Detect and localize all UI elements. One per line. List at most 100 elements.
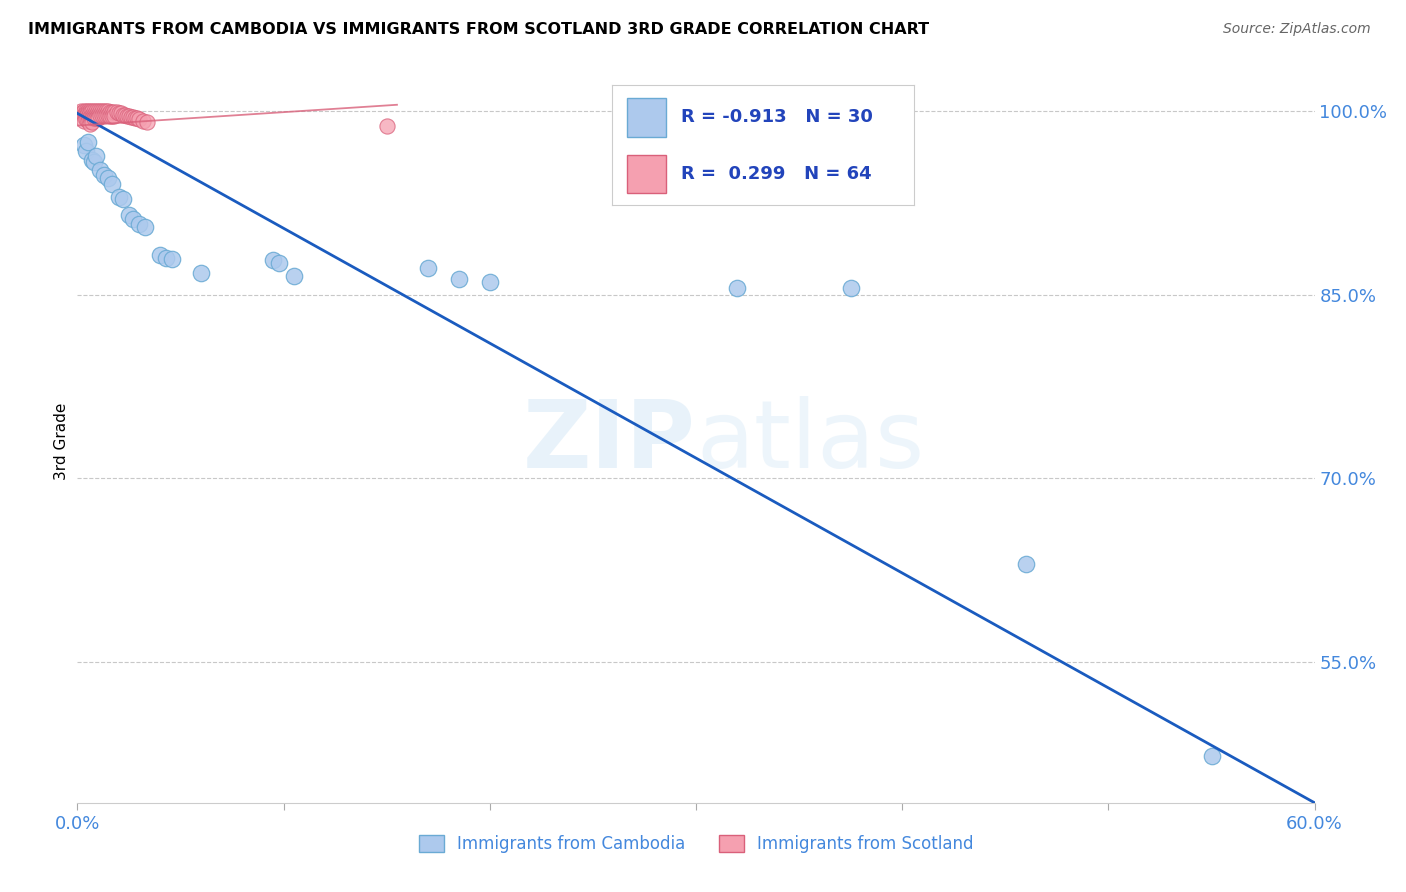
Point xyxy=(89,103,111,118)
Point xyxy=(93,168,115,182)
Point xyxy=(97,107,120,121)
Point xyxy=(79,103,101,118)
Point xyxy=(84,112,107,126)
Point xyxy=(83,107,105,121)
Point xyxy=(283,269,305,284)
Point xyxy=(111,192,134,206)
Y-axis label: 3rd Grade: 3rd Grade xyxy=(53,403,69,480)
Point xyxy=(83,112,105,126)
Point xyxy=(118,208,141,222)
Point xyxy=(134,220,156,235)
Point xyxy=(75,109,97,123)
Point xyxy=(111,107,134,121)
Point xyxy=(75,106,97,120)
Point xyxy=(375,119,398,133)
Point xyxy=(122,110,145,124)
Point xyxy=(93,107,115,121)
Point xyxy=(98,105,121,120)
Point xyxy=(101,178,124,192)
Point xyxy=(114,107,136,121)
Point xyxy=(107,189,129,203)
Point xyxy=(76,113,98,128)
Text: IMMIGRANTS FROM CAMBODIA VS IMMIGRANTS FROM SCOTLAND 3RD GRADE CORRELATION CHART: IMMIGRANTS FROM CAMBODIA VS IMMIGRANTS F… xyxy=(28,22,929,37)
Point xyxy=(120,110,142,124)
Bar xyxy=(627,154,666,193)
Point xyxy=(75,112,97,127)
Point xyxy=(84,149,107,163)
Point xyxy=(80,107,103,121)
Point xyxy=(478,276,501,290)
Point xyxy=(105,105,128,120)
Point xyxy=(79,117,101,131)
Point xyxy=(136,115,159,129)
Point xyxy=(447,271,470,285)
Point xyxy=(89,107,111,121)
Point xyxy=(269,256,291,270)
Point xyxy=(101,109,124,123)
Point xyxy=(83,103,105,118)
Text: atlas: atlas xyxy=(696,395,924,488)
Point xyxy=(80,153,103,167)
Text: Source: ZipAtlas.com: Source: ZipAtlas.com xyxy=(1223,22,1371,37)
Legend: Immigrants from Cambodia, Immigrants from Scotland: Immigrants from Cambodia, Immigrants fro… xyxy=(412,828,980,860)
Text: ZIP: ZIP xyxy=(523,395,696,488)
Point xyxy=(93,103,115,118)
Point xyxy=(70,103,93,118)
Point xyxy=(75,103,97,118)
Point xyxy=(103,109,125,123)
Point xyxy=(84,103,107,118)
Bar xyxy=(627,98,666,136)
Point xyxy=(79,113,101,128)
Point xyxy=(98,109,121,123)
Point xyxy=(107,106,129,120)
Point xyxy=(76,103,98,118)
Point xyxy=(124,112,146,126)
Point xyxy=(1201,749,1223,764)
Point xyxy=(80,103,103,118)
Point xyxy=(1015,557,1038,571)
Point xyxy=(118,109,141,123)
Point xyxy=(75,145,97,159)
Point xyxy=(72,107,94,121)
Point xyxy=(725,281,748,295)
Point xyxy=(83,155,105,169)
Text: R =  0.299   N = 64: R = 0.299 N = 64 xyxy=(681,165,872,183)
Point xyxy=(128,112,150,127)
Point xyxy=(96,103,118,118)
Point xyxy=(101,105,124,120)
Point xyxy=(80,115,103,129)
Point xyxy=(132,113,155,128)
Point xyxy=(127,112,149,126)
Point xyxy=(72,103,94,118)
Point xyxy=(72,138,94,153)
Point xyxy=(91,107,114,121)
Point xyxy=(76,110,98,124)
Point xyxy=(103,105,125,120)
Point xyxy=(89,162,111,177)
Point xyxy=(76,106,98,120)
Point xyxy=(110,106,132,120)
Point xyxy=(128,217,150,231)
Point xyxy=(87,112,110,126)
Point xyxy=(155,251,177,265)
Point xyxy=(96,107,118,121)
Point xyxy=(87,107,110,121)
Point xyxy=(122,211,145,226)
Point xyxy=(97,171,120,186)
Point xyxy=(76,135,98,149)
Text: R = -0.913   N = 30: R = -0.913 N = 30 xyxy=(681,108,873,127)
Point xyxy=(84,107,107,121)
Point xyxy=(262,253,284,268)
Point xyxy=(160,252,183,266)
Point xyxy=(80,112,103,126)
Point xyxy=(839,281,862,295)
Point xyxy=(91,103,114,118)
Point xyxy=(72,113,94,128)
Point xyxy=(79,106,101,120)
Point xyxy=(79,110,101,124)
Point xyxy=(115,109,138,123)
Point xyxy=(70,106,93,120)
Point xyxy=(190,266,212,280)
Point xyxy=(97,103,120,118)
Point xyxy=(416,260,439,275)
